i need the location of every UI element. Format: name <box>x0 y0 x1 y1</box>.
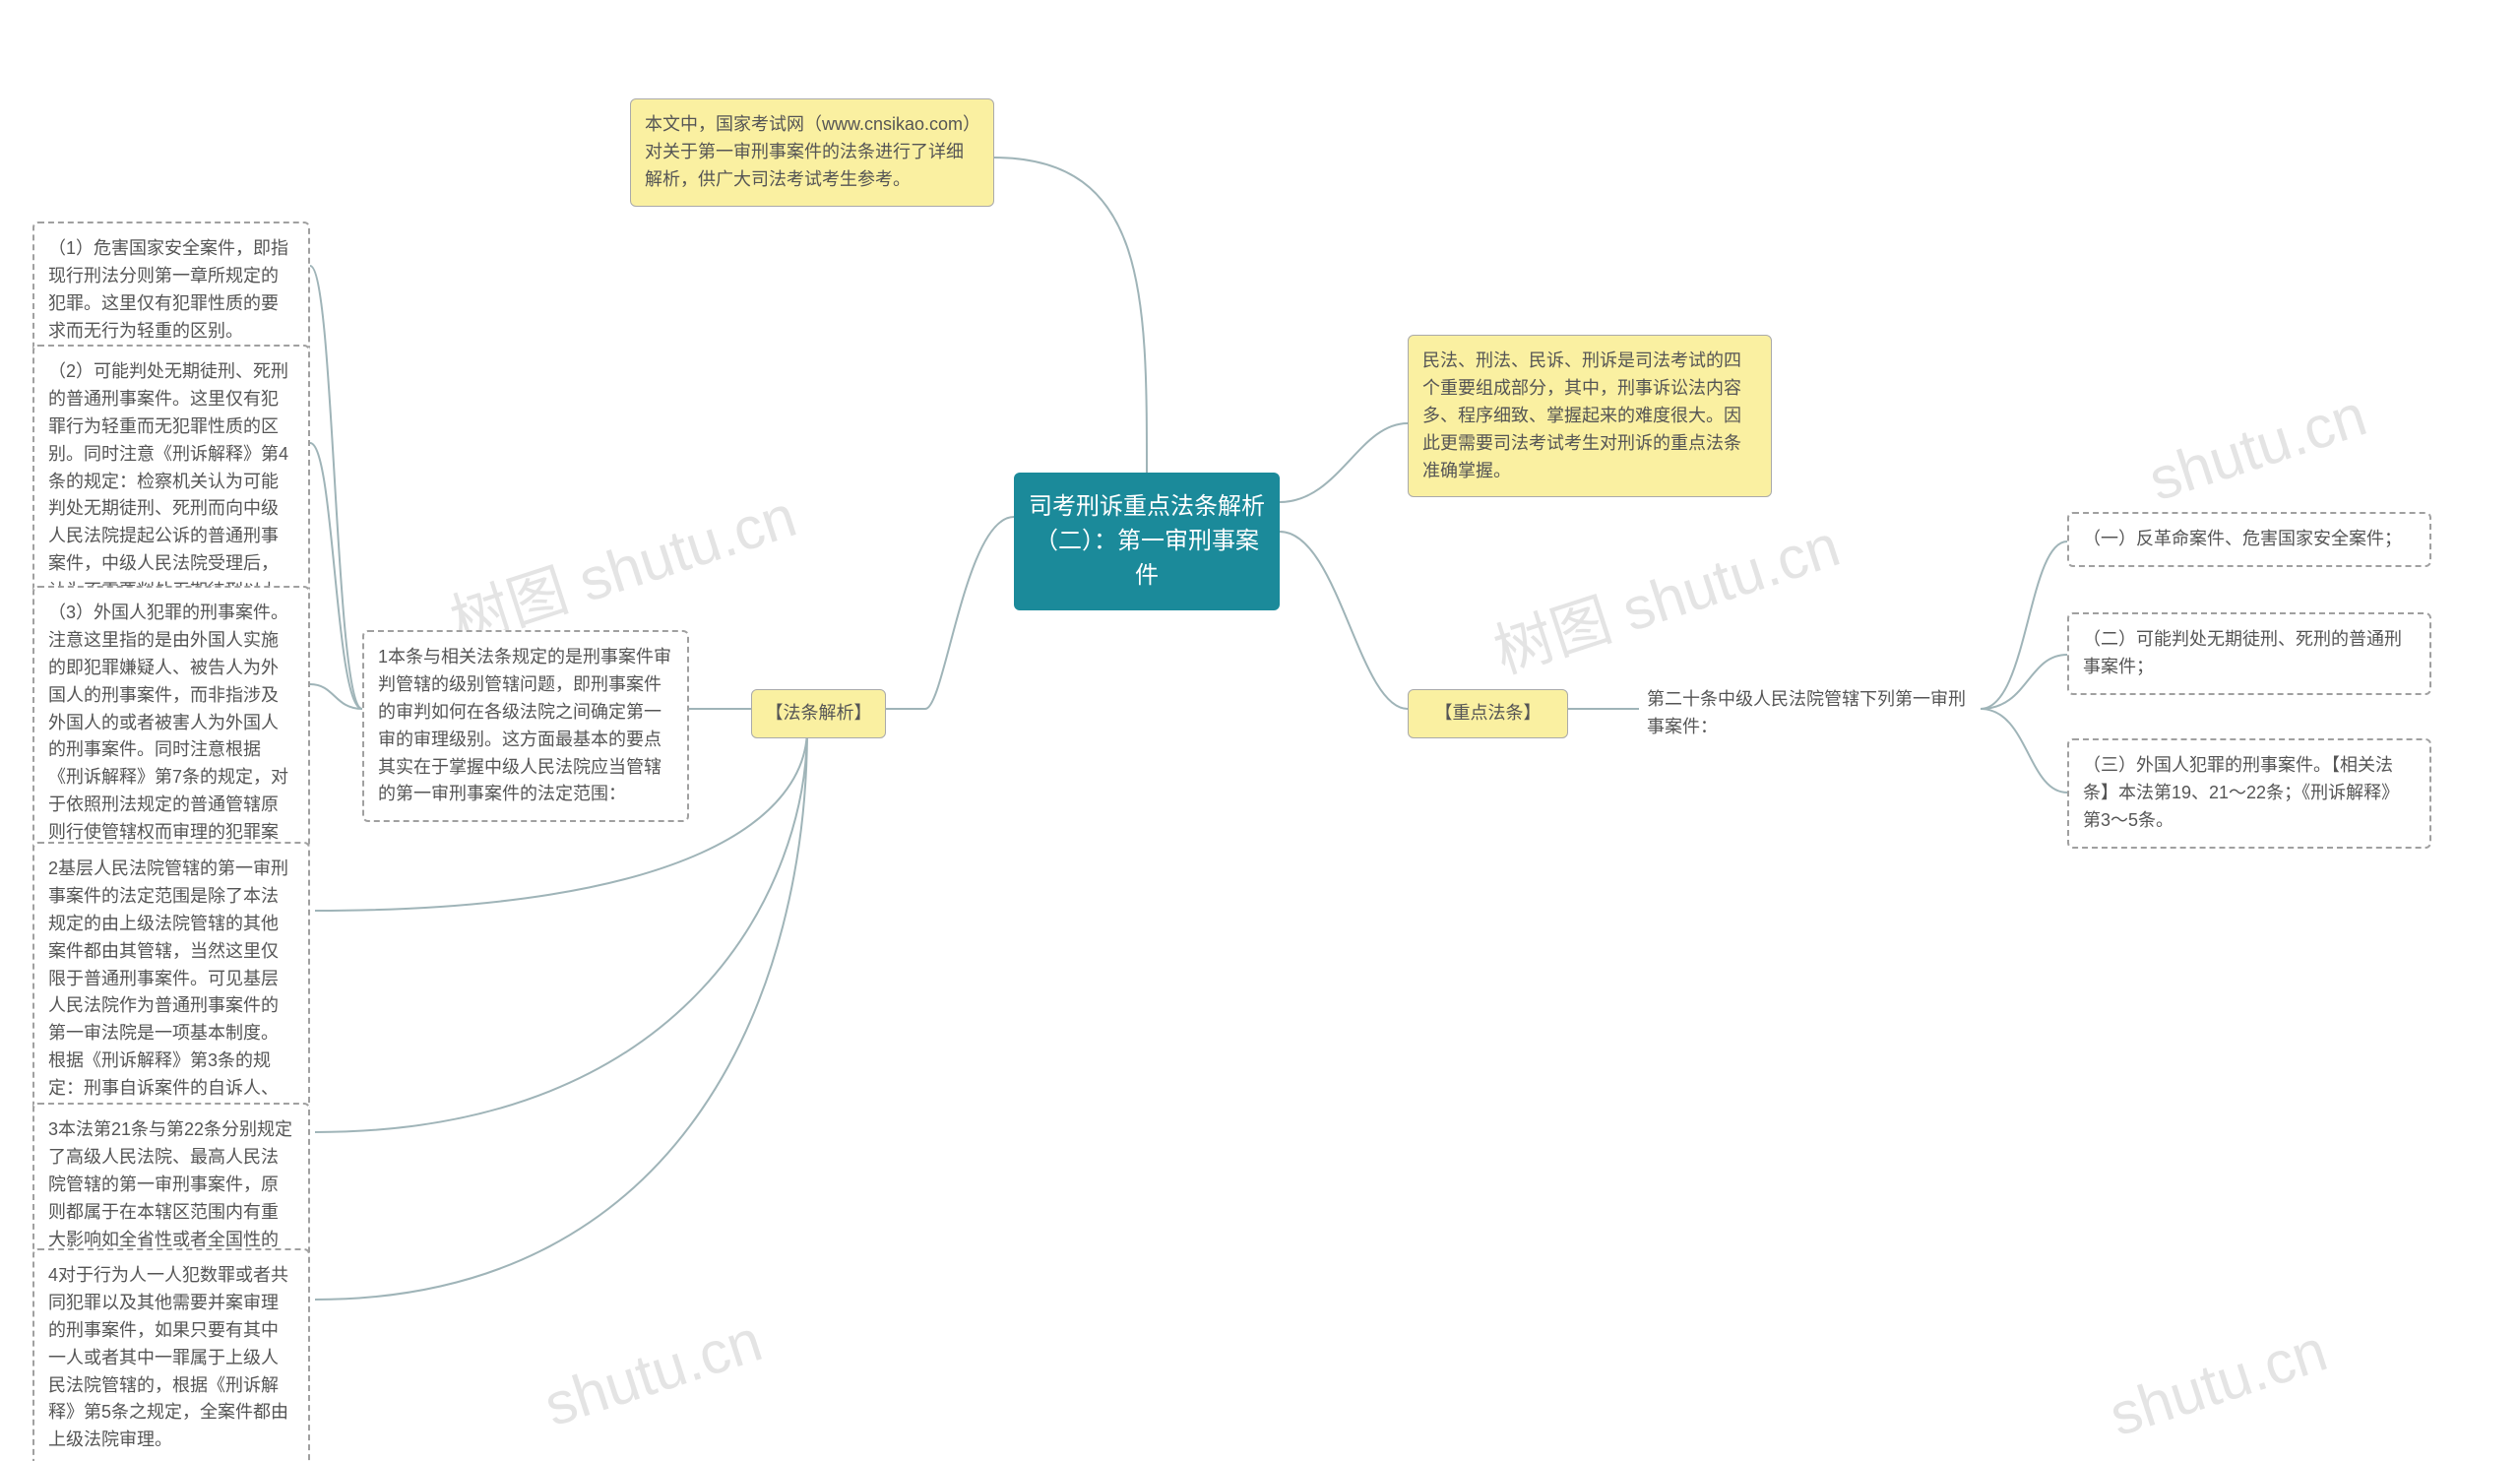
root-node: 司考刑诉重点法条解析（二）：第一审刑事案件 <box>1014 473 1280 610</box>
keypoints-label: 【重点法条】 <box>1408 689 1568 738</box>
analysis-point4: 4对于行为人一人犯数罪或者共同犯罪以及其他需要并案审理的刑事案件，如果只要有其中… <box>32 1248 310 1461</box>
watermark: shutu.cn <box>2102 1316 2335 1450</box>
watermark: shutu.cn <box>2141 381 2374 515</box>
intro-right: 民法、刑法、民诉、刑诉是司法考试的四个重要组成部分，其中，刑事诉讼法内容多、程序… <box>1408 335 1772 497</box>
keypoint-item-1: （一）反革命案件、危害国家安全案件； <box>2067 512 2431 567</box>
keypoint-item-2: （二）可能判处无期徒刑、死刑的普通刑事案件； <box>2067 612 2431 695</box>
intro-top: 本文中，国家考试网（www.cnsikao.com）对关于第一审刑事案件的法条进… <box>630 98 994 207</box>
analysis-point1: 1本条与相关法条规定的是刑事案件审判管辖的级别管辖问题，即刑事案件的审判如何在各… <box>362 630 689 822</box>
watermark: 树图 shutu.cn <box>1481 498 1849 690</box>
watermark: shutu.cn <box>536 1306 770 1440</box>
keypoints-article-header: 第二十条中级人民法院管辖下列第一审刑事案件： <box>1639 682 1981 745</box>
keypoint-item-3: （三）外国人犯罪的刑事案件。【相关法条】本法第19、21～22条；《刑诉解释》第… <box>2067 738 2431 849</box>
analysis-point1-child1: （1）危害国家安全案件，即指现行刑法分则第一章所规定的犯罪。这里仅有犯罪性质的要… <box>32 222 310 359</box>
analysis-label: 【法条解析】 <box>751 689 886 738</box>
